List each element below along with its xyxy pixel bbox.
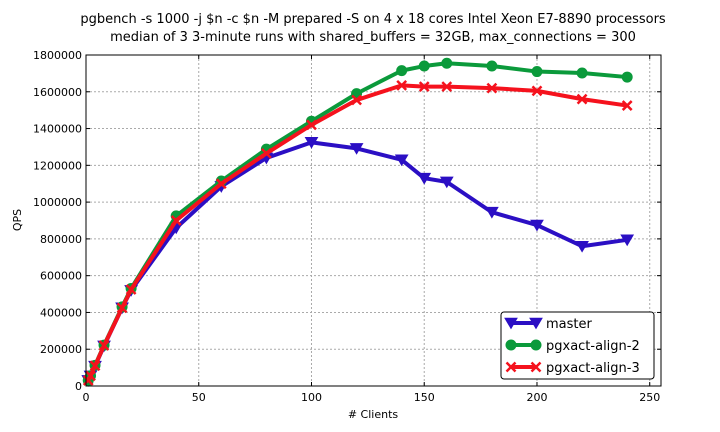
plot-frame (85, 54, 662, 387)
y-tick-label: 200000 (40, 343, 82, 356)
series-layer (81, 57, 635, 387)
data-point (441, 81, 453, 93)
legend-label: pgxact-align-2 (546, 339, 640, 354)
data-point (85, 370, 96, 382)
x-tick-label: 200 (526, 391, 547, 404)
x-axis-label: # Clients (348, 408, 399, 421)
y-tick-label: 400000 (40, 306, 82, 319)
legend-marker (505, 339, 517, 351)
y-tick-label: 1000000 (33, 196, 82, 209)
legend-label: master (546, 317, 592, 332)
chart-title: pgbench -s 1000 -j $n -c $n -M prepared … (80, 12, 666, 27)
y-tick-label: 1800000 (33, 49, 82, 62)
data-point (261, 147, 272, 159)
legend: master pgxact-align-2 pgxact-align-3 (500, 311, 655, 380)
data-point (485, 206, 499, 219)
data-point (620, 234, 635, 247)
data-point (394, 154, 409, 167)
data-point (530, 219, 544, 232)
data-point (576, 93, 588, 105)
data-point (439, 176, 454, 189)
data-point (531, 66, 543, 78)
legend-entry: pgxact-align-3 (505, 361, 640, 376)
chart-subtitle: median of 3 3-minute runs with shared_bu… (110, 30, 636, 45)
data-point (417, 172, 432, 185)
x-tick-label: 150 (414, 391, 435, 404)
legend-entry: master (504, 317, 592, 332)
data-point (304, 137, 319, 149)
y-tick-label: 1600000 (33, 86, 82, 99)
data-point (170, 215, 182, 226)
y-tick-label: 1400000 (33, 123, 82, 136)
data-point (418, 60, 430, 72)
data-point (396, 79, 408, 91)
data-point (396, 65, 408, 77)
data-point (98, 340, 110, 351)
legend-marker (530, 339, 542, 351)
data-point (486, 82, 498, 94)
y-tick-label: 800000 (40, 233, 82, 246)
data-point (621, 100, 633, 111)
data-point (486, 60, 498, 72)
data-point (418, 81, 430, 93)
data-point (306, 119, 317, 131)
legend-label: pgxact-align-3 (546, 361, 640, 376)
y-tick-label: 1200000 (33, 159, 82, 172)
x-tick-label: 0 (83, 391, 90, 404)
x-tick-label: 50 (192, 391, 206, 404)
data-point (621, 71, 633, 83)
y-tick-label: 0 (75, 380, 82, 393)
data-point (351, 94, 362, 106)
legend-entry: pgxact-align-2 (505, 339, 640, 354)
legend-marker (505, 361, 517, 373)
ticks (85, 54, 661, 387)
data-point (89, 360, 101, 372)
x-tick-labels: 0 50 100 150 200 250 (83, 391, 661, 404)
x-tick-label: 100 (301, 391, 322, 404)
data-point (116, 302, 128, 314)
series-pgxact-align-3 (82, 79, 633, 386)
x-tick-label: 250 (639, 391, 660, 404)
y-tick-labels: 0 200000 400000 600000 800000 1000000 1200000 1… (33, 49, 82, 393)
legend-marker (530, 361, 542, 373)
series-line (86, 83, 628, 382)
y-axis-label: QPS (11, 209, 24, 231)
data-point (441, 57, 453, 69)
data-point (125, 284, 137, 295)
legend-marker (529, 317, 543, 330)
legend-marker (504, 317, 518, 330)
y-tick-label: 600000 (40, 270, 82, 283)
data-point (576, 67, 588, 79)
data-point (349, 143, 364, 155)
data-point (531, 85, 543, 97)
data-point (575, 240, 589, 253)
data-point (215, 178, 227, 190)
